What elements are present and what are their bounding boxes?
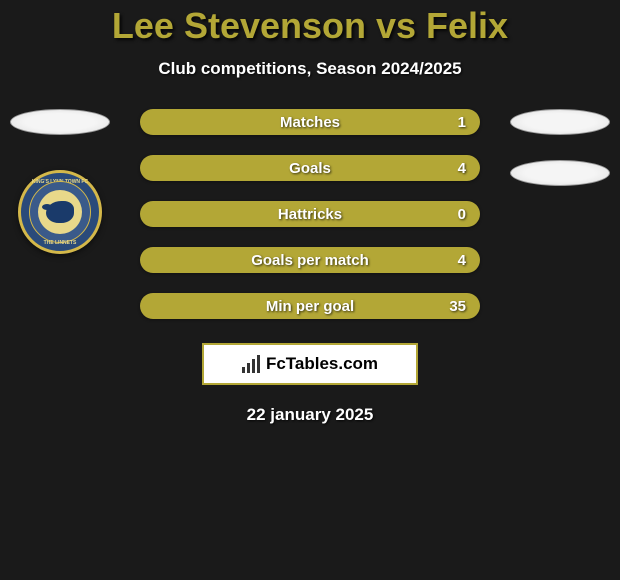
stat-bar-goals: Goals 4 bbox=[140, 155, 480, 181]
stat-bar-min-per-goal: Min per goal 35 bbox=[140, 293, 480, 319]
stat-value: 0 bbox=[458, 206, 466, 223]
badge-center bbox=[38, 190, 82, 234]
chart-icon bbox=[242, 355, 260, 373]
stat-value: 4 bbox=[458, 252, 466, 269]
infographic-container: Lee Stevenson vs Felix Club competitions… bbox=[0, 0, 620, 580]
stat-label: Goals per match bbox=[251, 252, 369, 269]
footer-brand-box: FcTables.com bbox=[202, 343, 418, 385]
footer-brand-text: FcTables.com bbox=[266, 354, 378, 374]
footer-date: 22 january 2025 bbox=[247, 405, 374, 425]
stat-bar-hattricks: Hattricks 0 bbox=[140, 201, 480, 227]
badge-inner-ring bbox=[29, 181, 91, 243]
content-row: KING'S LYNN TOWN FC THE LINNETS Matches … bbox=[0, 109, 620, 319]
player-avatar-right-1 bbox=[510, 109, 610, 135]
stat-label: Goals bbox=[289, 160, 331, 177]
page-title: Lee Stevenson vs Felix bbox=[112, 5, 508, 47]
bird-icon bbox=[46, 201, 74, 223]
stat-value: 4 bbox=[458, 160, 466, 177]
stat-label: Hattricks bbox=[278, 206, 342, 223]
club-badge: KING'S LYNN TOWN FC THE LINNETS bbox=[18, 170, 102, 254]
stat-value: 35 bbox=[449, 298, 466, 315]
player-avatar-right-2 bbox=[510, 160, 610, 186]
stat-value: 1 bbox=[458, 114, 466, 131]
player-avatar-left bbox=[10, 109, 110, 135]
left-player-column: KING'S LYNN TOWN FC THE LINNETS bbox=[0, 109, 120, 254]
right-player-column bbox=[500, 109, 620, 186]
stats-column: Matches 1 Goals 4 Hattricks 0 Goals per … bbox=[140, 109, 480, 319]
stat-bar-goals-per-match: Goals per match 4 bbox=[140, 247, 480, 273]
stat-label: Min per goal bbox=[266, 298, 354, 315]
badge-text-bottom: THE LINNETS bbox=[21, 240, 99, 246]
stat-label: Matches bbox=[280, 114, 340, 131]
subtitle: Club competitions, Season 2024/2025 bbox=[158, 59, 461, 79]
stat-bar-matches: Matches 1 bbox=[140, 109, 480, 135]
